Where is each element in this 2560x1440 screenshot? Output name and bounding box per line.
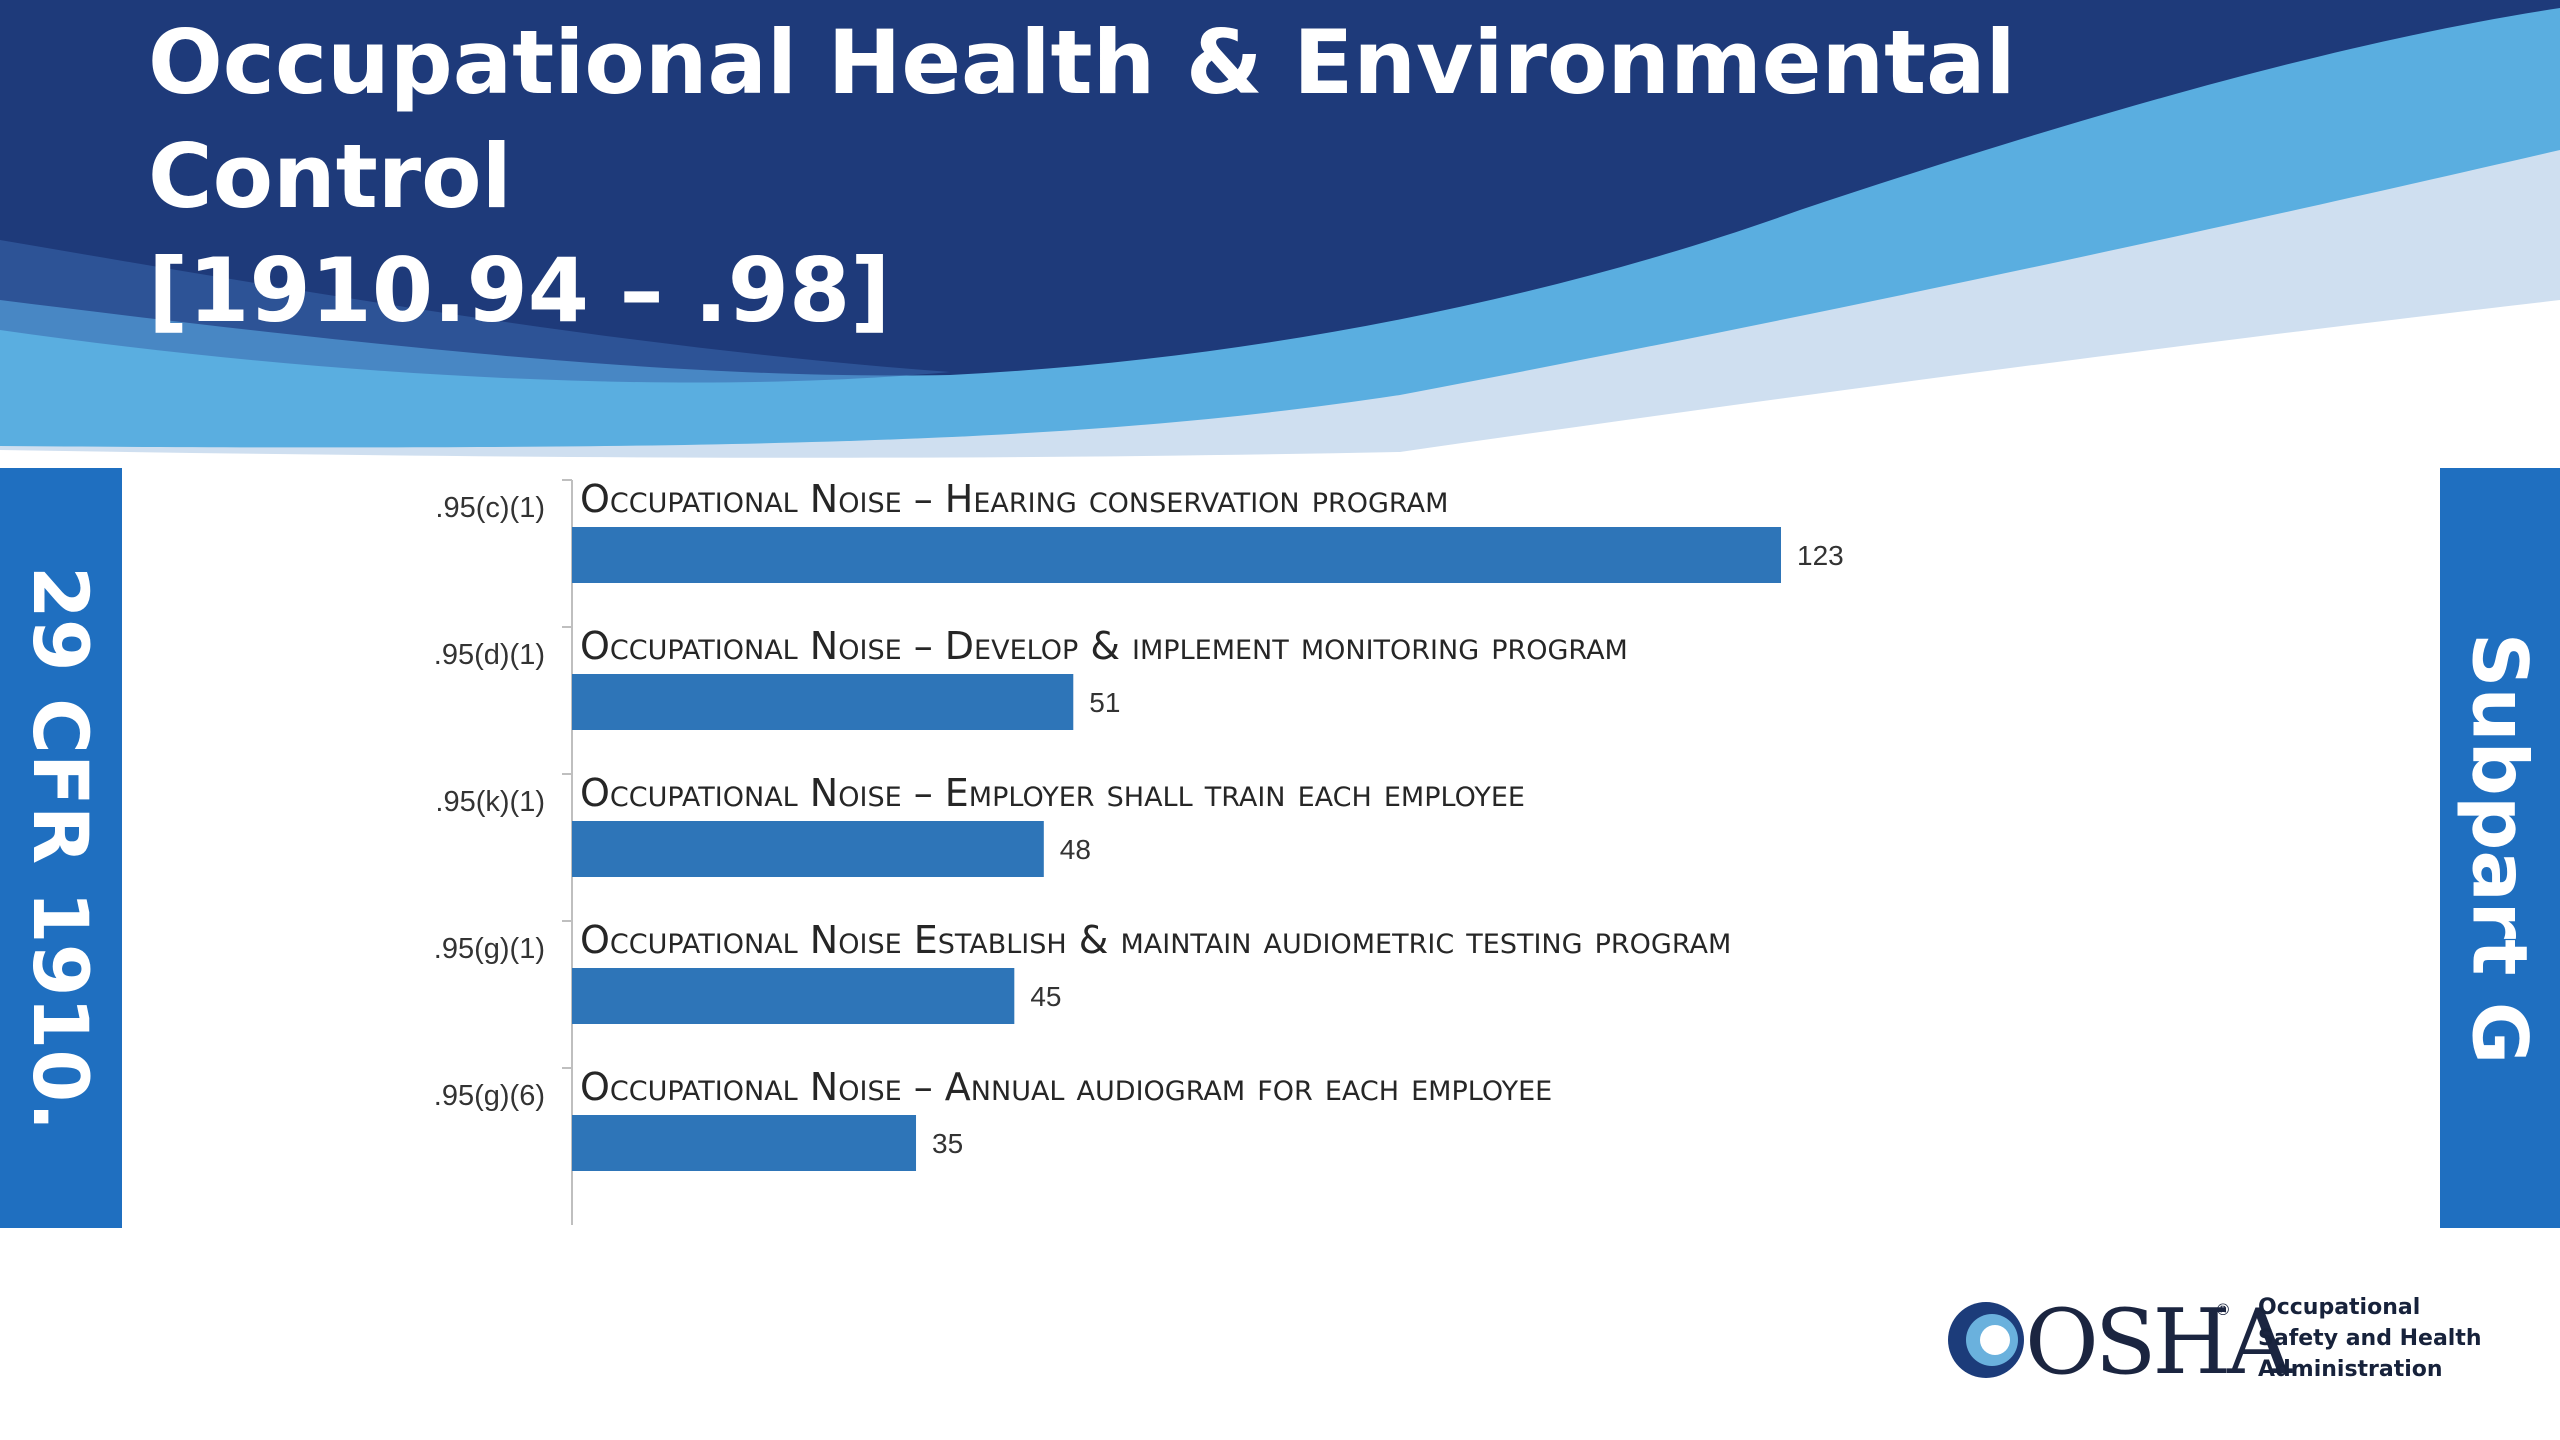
bar-value-label: 48	[1060, 834, 1091, 865]
bar	[572, 527, 1781, 583]
bar-description-label: Occupational Noise – Develop & implement…	[580, 624, 1628, 668]
header-wave-background	[0, 0, 2560, 470]
osha-name-line-1: Occupational	[2258, 1295, 2421, 1320]
bar	[572, 821, 1044, 877]
osha-wordmark: OSHA	[2025, 1290, 2293, 1395]
bar	[572, 1115, 917, 1171]
bar-description-label: Occupational Noise – Annual audiogram fo…	[580, 1065, 1552, 1109]
osha-logo-ring-icon	[1948, 1302, 2024, 1378]
slide-title-line-1: Occupational Health & Environmental	[148, 11, 2016, 114]
slide-title-line-3: [1910.94 – .98]	[148, 239, 891, 342]
category-label: .95(g)(6)	[434, 1080, 545, 1112]
osha-name-line-2: Safety and Health	[2258, 1326, 2482, 1351]
bar-description-label: Occupational Noise – Employer shall trai…	[580, 771, 1525, 815]
left-side-tab: 29 CFR 1910.	[0, 468, 122, 1228]
registered-mark: ®	[2215, 1300, 2231, 1319]
bar-value-label: 51	[1089, 687, 1120, 718]
bar-description-label: Occupational Noise Establish & maintain …	[580, 918, 1731, 962]
osha-logo: OSHA ®	[1948, 1290, 2297, 1395]
bar	[572, 674, 1074, 730]
bar	[572, 968, 1015, 1024]
slide-title: Occupational Health & Environmental Cont…	[148, 6, 2016, 348]
slide-title-line-2: Control	[148, 125, 512, 228]
osha-agency-name: Occupational Safety and Health Administr…	[2258, 1292, 2482, 1385]
osha-name-line-3: Administration	[2258, 1357, 2443, 1382]
category-label: .95(g)(1)	[434, 933, 545, 965]
right-side-tab: Subpart G	[2440, 468, 2560, 1228]
bar-value-label: 123	[1797, 540, 1844, 571]
bar-value-label: 35	[932, 1128, 963, 1159]
bar-description-label: Occupational Noise – Hearing conservatio…	[580, 477, 1448, 521]
bar-value-label: 45	[1030, 981, 1061, 1012]
category-label: .95(k)(1)	[435, 786, 545, 818]
category-label: .95(c)(1)	[435, 492, 545, 524]
category-label: .95(d)(1)	[434, 639, 545, 671]
